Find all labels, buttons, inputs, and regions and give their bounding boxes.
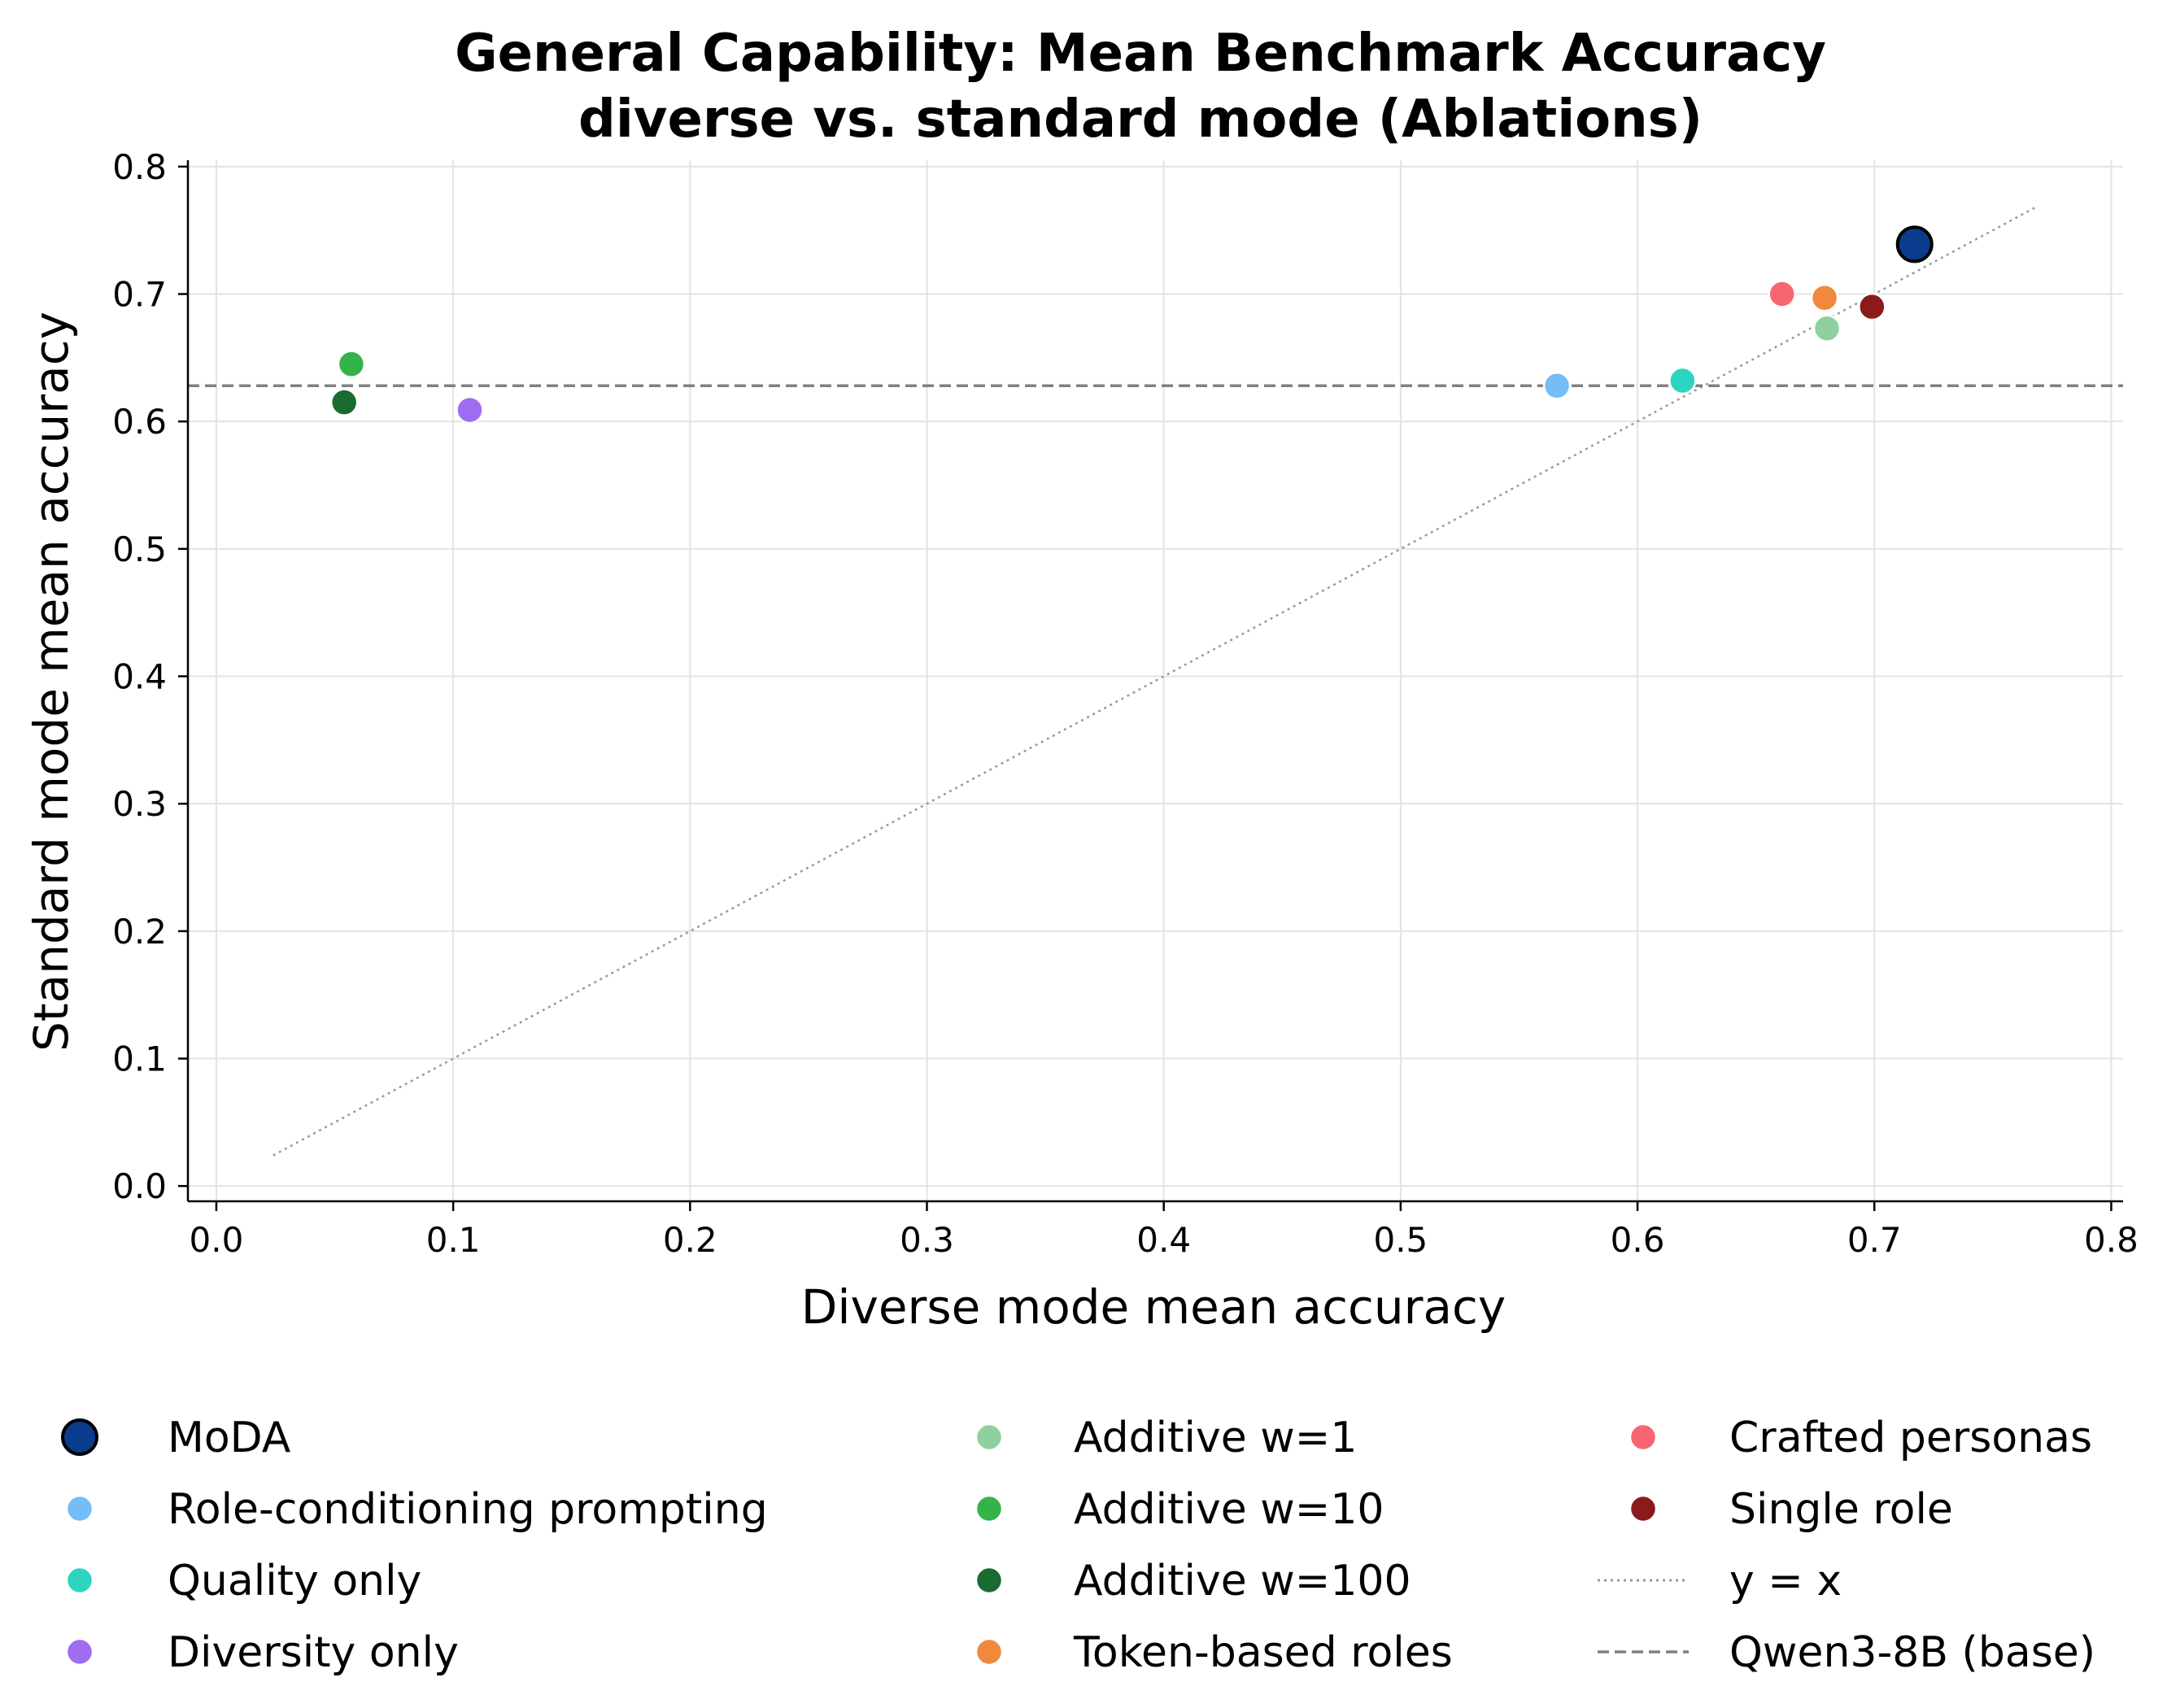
y-tick-label: 0.5 — [112, 529, 167, 569]
x-tick-label: 0.2 — [663, 1220, 717, 1260]
legend-marker — [61, 1418, 98, 1456]
y-tick-label: 0.4 — [112, 657, 167, 697]
data-point — [1895, 225, 1934, 264]
x-tick-label: 0.5 — [1373, 1220, 1428, 1260]
y-tick-label: 0.1 — [112, 1039, 167, 1079]
legend-marker — [65, 1637, 94, 1667]
legend-marker — [1629, 1494, 1658, 1523]
legend-label: Qwen3-8B (base) — [1729, 1628, 2095, 1677]
data-point — [337, 350, 366, 378]
data-point — [1768, 280, 1796, 308]
x-tick-label: 0.0 — [190, 1220, 244, 1260]
grid-lines — [188, 160, 2123, 1201]
y-tick-label: 0.0 — [112, 1166, 167, 1206]
x-tick-label: 0.8 — [2084, 1220, 2139, 1260]
tick-labels: 0.0 0.1 0.2 0.3 0.4 0.5 0.6 0.7 0.8 0.0 0.1 0.2 0.3 0… — [112, 147, 2139, 1260]
legend-label: y = x — [1729, 1557, 1842, 1606]
x-tick-label: 0.1 — [426, 1220, 481, 1260]
data-point — [1810, 283, 1839, 312]
y-tick-label: 0.3 — [112, 784, 167, 824]
x-tick-label: 0.4 — [1136, 1220, 1191, 1260]
data-point — [456, 395, 484, 425]
legend-label: Single role — [1729, 1485, 1953, 1534]
legend-label: Token-based roles — [1073, 1628, 1453, 1677]
chart-title-line1: General Capability: Mean Benchmark Accur… — [455, 24, 1826, 84]
legend-marker — [65, 1494, 94, 1523]
legend-label: Diversity only — [168, 1628, 459, 1677]
x-axis-label: Diverse mode mean accuracy — [801, 1279, 1506, 1335]
legend-label: Additive w=10 — [1074, 1485, 1384, 1534]
chart-title-line2: diverse vs. standard mode (Ablations) — [578, 89, 1703, 150]
legend-marker — [1629, 1423, 1658, 1452]
y-tick-label: 0.8 — [112, 147, 167, 187]
legend-label: Quality only — [168, 1557, 421, 1606]
axes — [178, 160, 2123, 1211]
identity-line — [273, 205, 2038, 1157]
legend-marker — [974, 1423, 1004, 1452]
legend-marker — [974, 1494, 1004, 1523]
legend-label: Role-conditioning prompting — [168, 1485, 768, 1534]
y-tick-label: 0.6 — [112, 402, 167, 442]
legend-marker — [974, 1637, 1004, 1667]
legend-label: MoDA — [168, 1414, 291, 1462]
data-point — [1542, 372, 1572, 400]
data-point — [1812, 314, 1842, 343]
data-points — [329, 225, 1934, 425]
data-point — [1858, 292, 1886, 321]
legend-label: Additive w=1 — [1074, 1414, 1357, 1462]
y-axis-label: Standard mode mean accuracy — [24, 312, 79, 1052]
legend-marker — [65, 1566, 94, 1595]
legend-label: Additive w=100 — [1074, 1557, 1411, 1606]
legend-label: Crafted personas — [1729, 1414, 2092, 1462]
x-tick-label: 0.3 — [900, 1220, 954, 1260]
legend: MoDA Role-conditioning prompting Quality o… — [61, 1414, 2095, 1677]
legend-marker — [974, 1566, 1004, 1595]
y-tick-label: 0.7 — [112, 275, 167, 315]
x-tick-label: 0.6 — [1611, 1220, 1665, 1260]
x-tick-label: 0.7 — [1847, 1220, 1902, 1260]
data-point — [329, 388, 359, 416]
data-point — [1668, 366, 1697, 395]
y-tick-label: 0.2 — [112, 912, 167, 952]
reference-lines — [188, 205, 2123, 1157]
